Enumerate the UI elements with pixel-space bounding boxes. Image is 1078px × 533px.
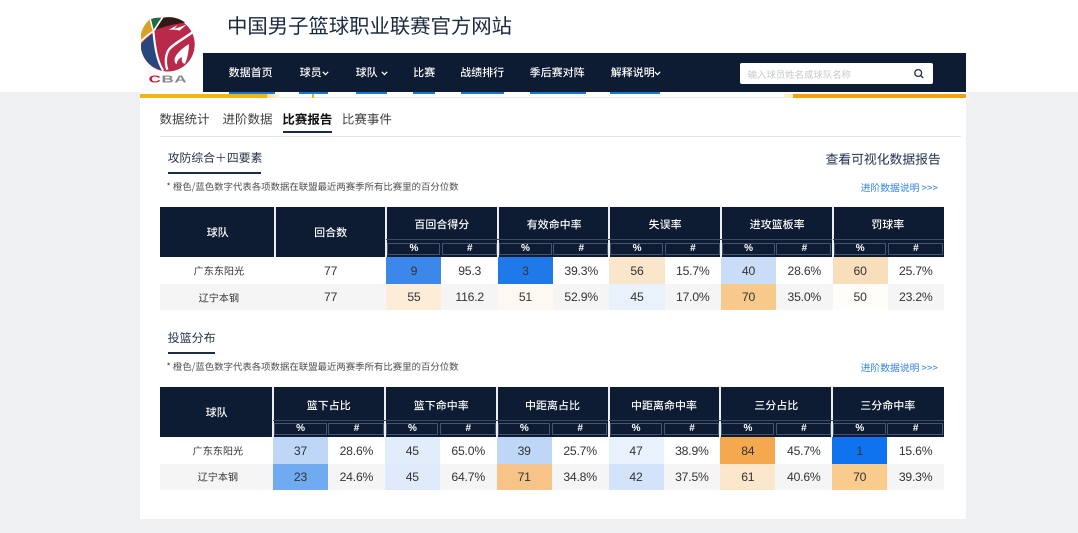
svg-text:CBA: CBA <box>149 72 188 84</box>
